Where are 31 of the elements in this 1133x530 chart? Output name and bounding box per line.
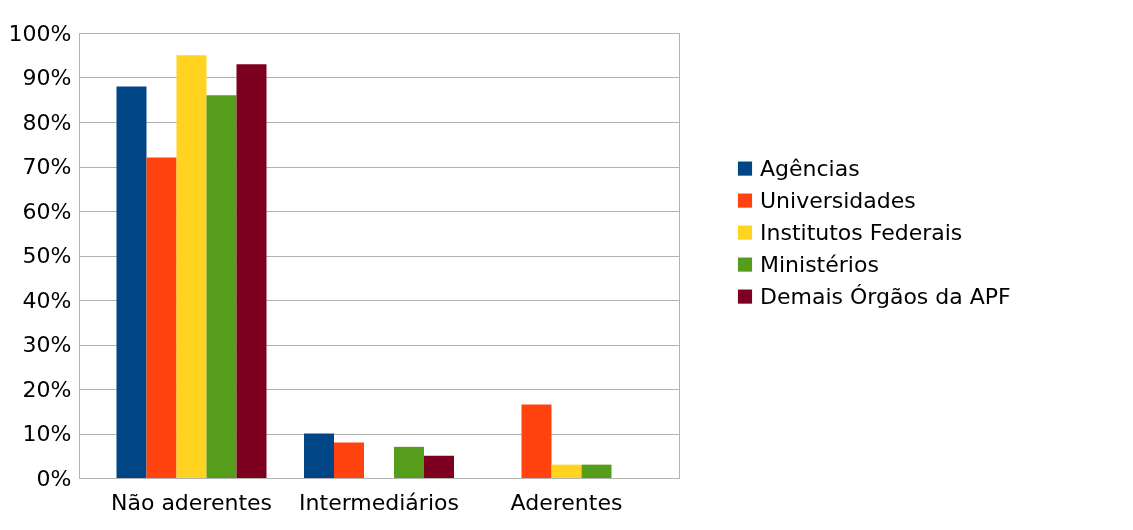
legend-label: Agências [760,155,860,181]
bar [236,64,267,478]
legend-label: Demais Órgãos da APF [760,283,1011,309]
y-tick-label: 40% [22,287,72,313]
y-tick-label: 100% [8,20,72,46]
legend-label: Ministérios [760,251,879,277]
y-tick-label: 20% [22,376,72,402]
bar [304,433,334,478]
legend-label: Institutos Federais [760,219,963,245]
bar [176,55,207,478]
bar [521,404,552,478]
legend-label: Universidades [760,187,916,213]
bar [424,455,454,478]
x-tick-label: Não aderentes [110,489,273,515]
x-tick-label: Aderentes [510,489,623,515]
bar [551,464,582,478]
y-tick-label: 50% [22,243,72,268]
bar [206,95,237,478]
y-tick-label: 90% [22,65,72,90]
y-tick-label: 60% [22,198,72,224]
y-tick-label: 30% [22,332,72,357]
bar [146,157,177,478]
y-tick-label: 0% [36,465,72,491]
y-tick-label: 10% [22,421,72,446]
bar [116,86,147,478]
y-tick-label: 70% [22,154,72,179]
bar [581,464,612,478]
bar [334,442,364,478]
x-tick-label: Intermediários [299,489,459,515]
y-tick-label: 80% [22,109,72,135]
bar [394,446,424,478]
